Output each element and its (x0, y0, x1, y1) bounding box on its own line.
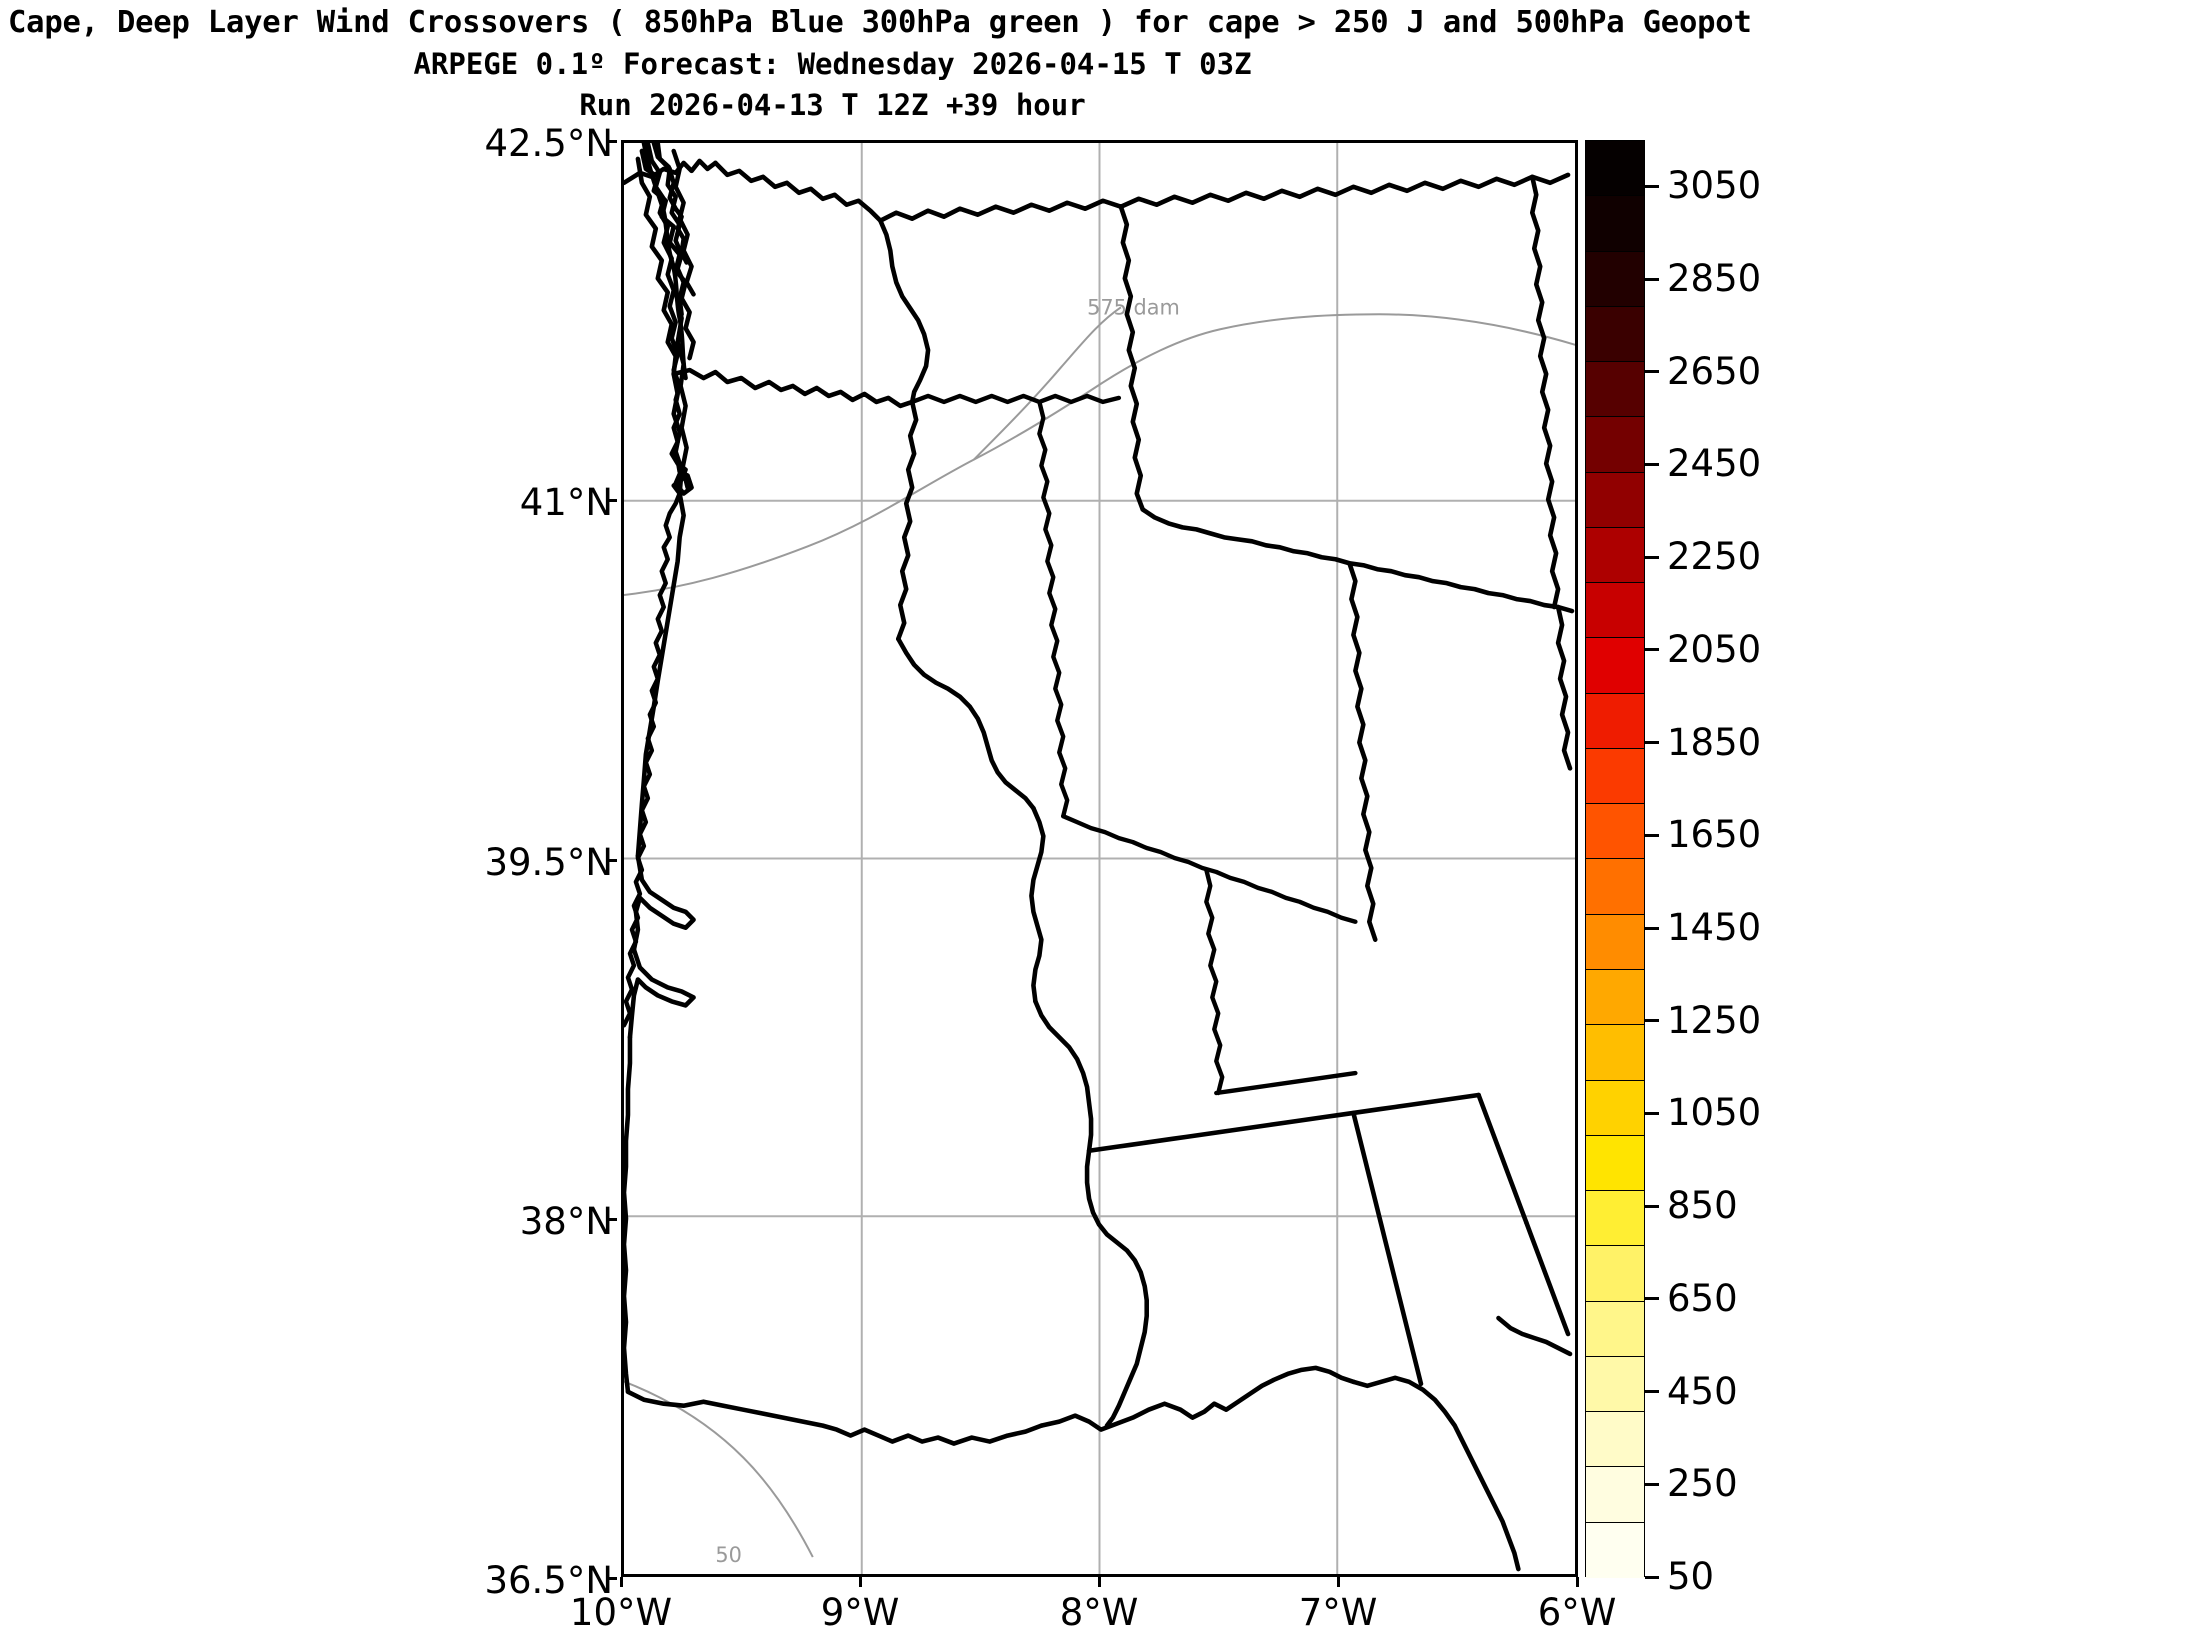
lat-label-36-5: 36.5°N (484, 1559, 613, 1602)
colorbar-tick-mark (1645, 1111, 1659, 1115)
colorbar-tick-label: 1450 (1667, 906, 1762, 950)
colorbar-band (1586, 417, 1644, 473)
lat-tick-42-5 (607, 140, 617, 143)
colorbar-tick-mark (1645, 555, 1659, 559)
colorbar-tick-mark (1645, 1575, 1659, 1579)
colorbar-band (1586, 1025, 1644, 1081)
run-subtitle: Run 2026-04-13 T 12Z +39 hour (579, 88, 1086, 122)
colorbar-band (1586, 1246, 1644, 1302)
lat-label-42-5: 42.5°N (484, 122, 613, 165)
iberia-outline (639, 148, 696, 361)
colorbar-tick-label: 850 (1667, 1184, 1738, 1228)
colorbar-tick-label: 2450 (1667, 442, 1762, 486)
colorbar-tick-label: 450 (1667, 1369, 1738, 1413)
colorbar-band (1586, 1135, 1644, 1192)
colorbar-gradient (1585, 140, 1645, 1578)
colorbar-band (1586, 362, 1644, 418)
gridlines-latitude (624, 499, 1575, 1218)
colorbar-band (1586, 1522, 1644, 1578)
lon-label-9w: 9°W (820, 1591, 900, 1634)
colorbar-tick-mark (1645, 277, 1659, 281)
page-title: Cape, Deep Layer Wind Crossovers ( 850hP… (8, 5, 1752, 40)
lon-label-10w: 10°W (569, 1591, 673, 1634)
colorbar-band (1586, 859, 1644, 915)
lon-label-7w: 7°W (1298, 1591, 1378, 1634)
lon-tick-6w (1576, 1577, 1579, 1587)
colorbar-band (1586, 969, 1644, 1026)
lon-tick-9w (859, 1577, 862, 1587)
lon-tick-7w (1337, 1577, 1340, 1587)
colorbar-tick-mark (1645, 462, 1659, 466)
colorbar-tick-mark (1645, 926, 1659, 930)
colorbar-tick-mark (1645, 741, 1659, 745)
colorbar-tick-label: 2250 (1667, 535, 1762, 579)
colorbar-band (1586, 251, 1644, 307)
colorbar-tick-mark (1645, 1019, 1659, 1023)
colorbar-band (1586, 196, 1644, 252)
lat-tick-36-5 (607, 1577, 617, 1580)
lon-tick-8w (1098, 1577, 1101, 1587)
colorbar-tick-mark (1645, 1297, 1659, 1301)
colorbar-tick-label: 3050 (1667, 164, 1762, 208)
colorbar-band (1586, 306, 1644, 363)
colorbar-tick-mark (1645, 833, 1659, 837)
map-clip: 575 dam 50 (624, 143, 1575, 1574)
contour-label-575dam: 575 dam (1087, 295, 1180, 319)
map-axes[interactable]: 575 dam 50 (621, 140, 1578, 1577)
colorbar-tick-label: 650 (1667, 1276, 1738, 1320)
colorbar-tick-label: 250 (1667, 1462, 1738, 1506)
colorbar-band (1586, 1301, 1644, 1357)
lat-tick-41 (607, 499, 617, 502)
lon-label-6w: 6°W (1537, 1591, 1617, 1634)
lon-tick-10w (620, 1577, 623, 1587)
colorbar-band (1586, 527, 1644, 584)
colorbar-band (1586, 693, 1644, 749)
geopotential-contour-575 (624, 306, 1575, 1558)
colorbar-band (1586, 472, 1644, 528)
lat-label-38: 38°N (519, 1200, 613, 1243)
colorbar-band (1586, 141, 1644, 197)
colorbar-band (1586, 638, 1644, 694)
colorbar-tick-mark (1645, 184, 1659, 188)
lat-label-39-5: 39.5°N (484, 841, 613, 884)
colorbar-tick-mark (1645, 648, 1659, 652)
colorbar-tick-mark (1645, 1482, 1659, 1486)
colorbar-tick-label: 2850 (1667, 257, 1762, 301)
colorbar-band (1586, 1191, 1644, 1247)
province-borders (909, 393, 1358, 1096)
colorbar[interactable]: 3050 2850 2650 2450 2250 2050 1850 1650 1450 1250… (1585, 140, 1761, 1595)
colorbar-band (1586, 748, 1644, 805)
colorbar-tick-mark (1645, 370, 1659, 374)
colorbar-tick-mark (1645, 1204, 1659, 1208)
contour-label-clip: 50 (715, 1543, 742, 1567)
colorbar-band (1586, 1412, 1644, 1468)
map-canvas: 575 dam 50 (624, 143, 1575, 1574)
colorbar-tick-mark (1645, 1390, 1659, 1394)
lat-tick-38 (607, 1218, 617, 1221)
colorbar-band (1586, 914, 1644, 970)
forecast-subtitle: ARPEGE 0.1º Forecast: Wednesday 2026-04-… (413, 47, 1252, 81)
map-geography (624, 156, 1575, 1572)
colorbar-band (1586, 1080, 1644, 1136)
colorbar-tick-label: 1050 (1667, 1091, 1762, 1135)
colorbar-tick-label: 1250 (1667, 998, 1762, 1042)
colorbar-band (1586, 583, 1644, 639)
lon-label-8w: 8°W (1059, 1591, 1139, 1634)
colorbar-tick-label: 2650 (1667, 349, 1762, 393)
portugal-coastline (624, 143, 688, 1028)
lat-tick-39-5 (607, 859, 617, 862)
colorbar-band (1586, 1467, 1644, 1523)
colorbar-tick-label: 50 (1667, 1555, 1715, 1598)
lat-label-41: 41°N (519, 481, 613, 524)
colorbar-tick-label: 2050 (1667, 627, 1762, 671)
colorbar-tick-label: 1850 (1667, 720, 1762, 764)
colorbar-band (1586, 1356, 1644, 1413)
colorbar-tick-label: 1650 (1667, 813, 1762, 857)
colorbar-band (1586, 804, 1644, 860)
